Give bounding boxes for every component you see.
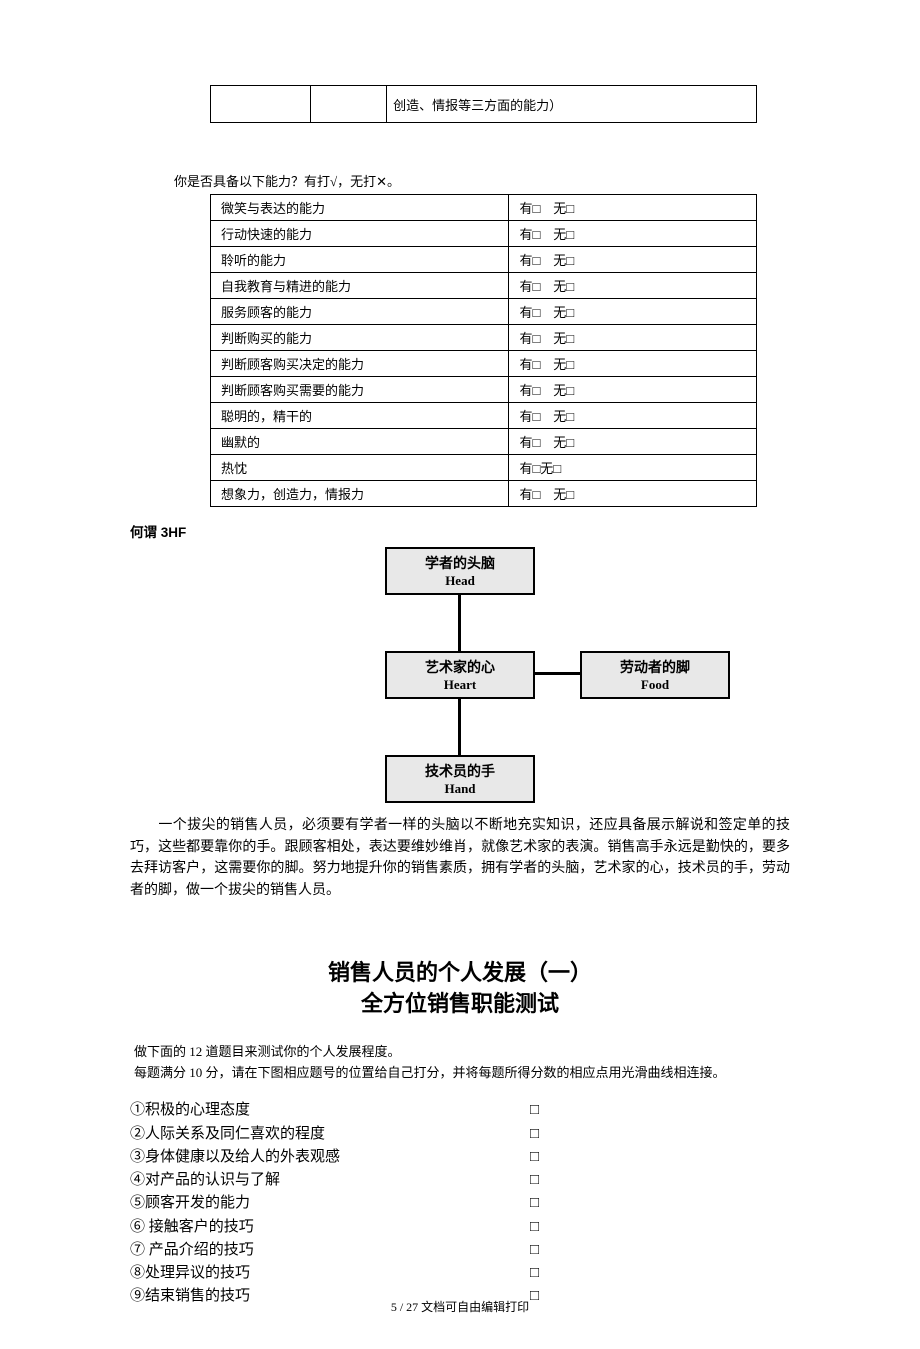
ability-options: 有□ 无□ xyxy=(509,299,757,325)
top-table-cell-1 xyxy=(211,86,311,123)
question-checkbox: □ xyxy=(530,1099,539,1122)
question-checkbox: □ xyxy=(530,1123,539,1146)
question-row: ⑦ 产品介绍的技巧□ xyxy=(130,1239,790,1262)
ability-row: 聪明的，精干的有□ 无□ xyxy=(211,403,757,429)
ability-options: 有□ 无□ xyxy=(509,273,757,299)
question-checkbox: □ xyxy=(530,1216,539,1239)
diagram-node-en: Food xyxy=(582,677,728,697)
ability-options: 有□ 无□ xyxy=(509,351,757,377)
ability-label: 判断购买的能力 xyxy=(211,325,509,351)
ability-label: 自我教育与精进的能力 xyxy=(211,273,509,299)
ability-row: 幽默的有□ 无□ xyxy=(211,429,757,455)
question-label: ①积极的心理态度 xyxy=(130,1099,530,1122)
ability-options: 有□ 无□ xyxy=(509,325,757,351)
top-continuation-table: 创造、情报等三方面的能力） xyxy=(210,85,757,123)
question-list: ①积极的心理态度□②人际关系及同仁喜欢的程度□③身体健康以及给人的外表观感□④对… xyxy=(130,1099,790,1308)
ability-options: 有□ 无□ xyxy=(509,403,757,429)
ability-options: 有□ 无□ xyxy=(509,221,757,247)
ability-row: 自我教育与精进的能力有□ 无□ xyxy=(211,273,757,299)
instructions-line2: 每题满分 10 分，请在下图相应题号的位置给自己打分，并将每题所得分数的相应点用… xyxy=(134,1062,790,1081)
diagram-node-heart: 艺术家的心Heart xyxy=(385,651,535,699)
section-title-line2: 全方位销售职能测试 xyxy=(130,989,790,1020)
ability-options: 有□ 无□ xyxy=(509,429,757,455)
ability-table: 微笑与表达的能力有□ 无□行动快速的能力有□ 无□聆听的能力有□ 无□自我教育与… xyxy=(210,194,757,507)
ability-options: 有□无□ xyxy=(509,455,757,481)
diagram-node-cn: 艺术家的心 xyxy=(387,653,533,677)
diagram-connector xyxy=(458,593,461,651)
ability-row: 想象力，创造力，情报力有□ 无□ xyxy=(211,481,757,507)
question-label: ⑥ 接触客户的技巧 xyxy=(130,1216,530,1239)
page: 创造、情报等三方面的能力） 你是否具备以下能力？有打√，无打✕。 微笑与表达的能… xyxy=(0,0,920,1349)
instructions-line1: 做下面的 12 道题目来测试你的个人发展程度。 xyxy=(134,1041,790,1060)
body-paragraph-text: 一个拔尖的销售人员，必须要有学者一样的头脑以不断地充实知识，还应具备展示解说和签… xyxy=(130,818,790,898)
section-title: 销售人员的个人发展（一） 全方位销售职能测试 xyxy=(130,958,790,1020)
ability-options: 有□ 无□ xyxy=(509,247,757,273)
question-label: ②人际关系及同仁喜欢的程度 xyxy=(130,1123,530,1146)
ability-label: 幽默的 xyxy=(211,429,509,455)
ability-options: 有□ 无□ xyxy=(509,377,757,403)
ability-row: 微笑与表达的能力有□ 无□ xyxy=(211,195,757,221)
question-checkbox: □ xyxy=(530,1262,539,1285)
question-label: ⑧处理异议的技巧 xyxy=(130,1262,530,1285)
body-paragraph: 一个拔尖的销售人员，必须要有学者一样的头脑以不断地充实知识，还应具备展示解说和签… xyxy=(130,815,790,902)
ability-options: 有□ 无□ xyxy=(509,195,757,221)
question-row: ③身体健康以及给人的外表观感□ xyxy=(130,1146,790,1169)
section-heading-3hf: 何谓 3HF xyxy=(130,521,790,541)
ability-label: 聆听的能力 xyxy=(211,247,509,273)
ability-label: 想象力，创造力，情报力 xyxy=(211,481,509,507)
diagram-node-cn: 技术员的手 xyxy=(387,757,533,781)
diagram-connector xyxy=(535,672,580,675)
ability-row: 行动快速的能力有□ 无□ xyxy=(211,221,757,247)
diagram-connector xyxy=(458,697,461,755)
question-row: ①积极的心理态度□ xyxy=(130,1099,790,1122)
question-row: ⑥ 接触客户的技巧□ xyxy=(130,1216,790,1239)
page-footer: 5 / 27 文档可自由编辑打印 xyxy=(0,1298,920,1315)
ability-label: 行动快速的能力 xyxy=(211,221,509,247)
question-row: ⑤顾客开发的能力□ xyxy=(130,1192,790,1215)
section-title-line1: 销售人员的个人发展（一） xyxy=(130,958,790,989)
question-label: ⑤顾客开发的能力 xyxy=(130,1192,530,1215)
question-checkbox: □ xyxy=(530,1146,539,1169)
hf-diagram: 学者的头脑Head艺术家的心Heart劳动者的脚Food技术员的手Hand xyxy=(210,547,710,807)
ability-prompt: 你是否具备以下能力？有打√，无打✕。 xyxy=(174,171,790,190)
diagram-node-en: Head xyxy=(387,573,533,593)
ability-label: 热忱 xyxy=(211,455,509,481)
question-label: ③身体健康以及给人的外表观感 xyxy=(130,1146,530,1169)
ability-label: 判断顾客购买需要的能力 xyxy=(211,377,509,403)
top-table-cell-2 xyxy=(311,86,387,123)
question-row: ④对产品的认识与了解□ xyxy=(130,1169,790,1192)
diagram-node-en: Hand xyxy=(387,781,533,801)
question-checkbox: □ xyxy=(530,1239,539,1262)
diagram-node-food: 劳动者的脚Food xyxy=(580,651,730,699)
diagram-node-cn: 劳动者的脚 xyxy=(582,653,728,677)
question-row: ⑧处理异议的技巧□ xyxy=(130,1262,790,1285)
ability-row: 判断购买的能力有□ 无□ xyxy=(211,325,757,351)
ability-row: 判断顾客购买需要的能力有□ 无□ xyxy=(211,377,757,403)
ability-row: 聆听的能力有□ 无□ xyxy=(211,247,757,273)
diagram-node-hand: 技术员的手Hand xyxy=(385,755,535,803)
ability-row: 热忱有□无□ xyxy=(211,455,757,481)
diagram-node-head: 学者的头脑Head xyxy=(385,547,535,595)
ability-row: 服务顾客的能力有□ 无□ xyxy=(211,299,757,325)
question-label: ⑦ 产品介绍的技巧 xyxy=(130,1239,530,1262)
ability-options: 有□ 无□ xyxy=(509,481,757,507)
ability-label: 聪明的，精干的 xyxy=(211,403,509,429)
question-checkbox: □ xyxy=(530,1169,539,1192)
question-row: ②人际关系及同仁喜欢的程度□ xyxy=(130,1123,790,1146)
question-label: ④对产品的认识与了解 xyxy=(130,1169,530,1192)
ability-label: 判断顾客购买决定的能力 xyxy=(211,351,509,377)
ability-label: 微笑与表达的能力 xyxy=(211,195,509,221)
diagram-node-en: Heart xyxy=(387,677,533,697)
top-table-cell-3: 创造、情报等三方面的能力） xyxy=(387,86,757,123)
question-checkbox: □ xyxy=(530,1192,539,1215)
diagram-node-cn: 学者的头脑 xyxy=(387,549,533,573)
ability-row: 判断顾客购买决定的能力有□ 无□ xyxy=(211,351,757,377)
ability-label: 服务顾客的能力 xyxy=(211,299,509,325)
